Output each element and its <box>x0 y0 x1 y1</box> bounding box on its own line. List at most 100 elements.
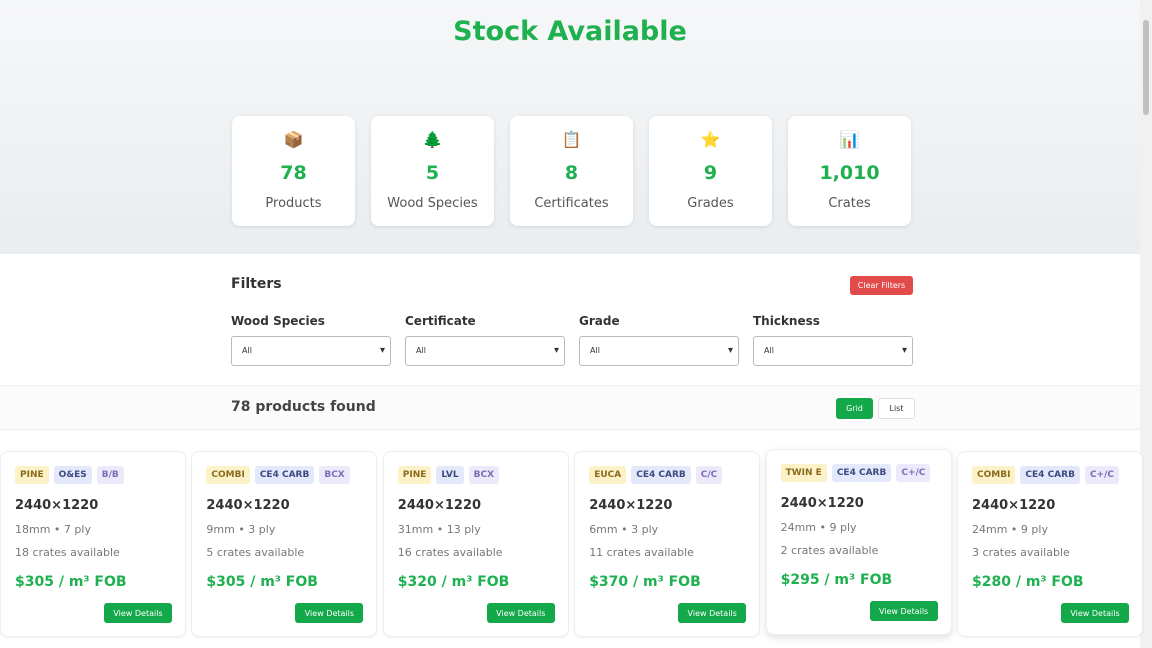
view-details-button[interactable]: View Details <box>486 603 555 623</box>
product-card[interactable]: COMBI CE4 CARB BCX 2440×1220 9mm • 3 ply 5 cr… <box>191 451 378 637</box>
product-crates: 11 crates available <box>589 546 694 559</box>
product-tag: CE4 CARB <box>831 464 892 482</box>
view-details-button[interactable]: View Details <box>869 601 938 621</box>
clear-filters-button[interactable]: Clear Filters <box>850 276 913 295</box>
stat-card: 🌲 5 Wood Species <box>371 116 494 226</box>
stat-card: 📋 8 Certificates <box>510 116 633 226</box>
filter-label: Wood Species <box>231 314 325 328</box>
product-tag: COMBI <box>206 466 250 484</box>
stat-icon: 🌲 <box>422 130 443 149</box>
product-card[interactable]: COMBI CE4 CARB C+/C 2440×1220 24mm • 9 ply 3 … <box>957 451 1143 637</box>
product-tag: COMBI <box>972 466 1016 484</box>
product-tag: BCX <box>468 466 500 484</box>
product-spec: 24mm • 9 ply <box>972 523 1048 536</box>
filter-label: Grade <box>579 314 620 328</box>
product-tag: C+/C <box>896 464 931 482</box>
page-title: Stock Available <box>453 16 687 47</box>
product-price: $320 / m³ FOB <box>397 574 510 590</box>
product-spec: 9mm • 3 ply <box>206 523 276 536</box>
product-size: 2440×1220 <box>15 498 99 513</box>
product-spec: 6mm • 3 ply <box>589 523 659 536</box>
stat-icon: ⭐ <box>700 130 721 149</box>
stat-value: 9 <box>703 162 718 184</box>
product-tag: O&ES <box>53 466 92 484</box>
hero: Stock Available 📦 78 Products 🌲 5 Wood Specie… <box>0 0 1140 254</box>
product-size: 2440×1220 <box>206 498 290 513</box>
product-tag: LVL <box>436 466 464 484</box>
product-crates: 2 crates available <box>780 544 879 557</box>
stat-value: 5 <box>425 162 440 184</box>
product-size: 2440×1220 <box>397 498 482 513</box>
tag-row: PINE LVL BCX <box>397 466 500 484</box>
product-tag: C/C <box>695 466 723 484</box>
view-toggle[interactable]: List <box>878 398 915 419</box>
product-tag: BCX <box>319 466 350 484</box>
stat-value: 78 <box>280 162 307 184</box>
product-tag: PINE <box>397 466 432 484</box>
product-card[interactable]: EUCA CE4 CARB C/C 2440×1220 6mm • 3 ply 11 cr… <box>574 451 761 637</box>
stat-label: Products <box>265 196 322 211</box>
product-crates: 18 crates available <box>15 546 120 559</box>
stat-value: 1,010 <box>819 162 880 184</box>
filters-panel: Filters Clear Filters Wood Species All Cer… <box>0 254 1140 386</box>
tag-row: TWIN E CE4 CARB C+/C <box>780 464 931 482</box>
stat-card: ⭐ 9 Grades <box>649 116 772 226</box>
product-card[interactable]: PINE LVL BCX 2440×1220 31mm • 13 ply 16 crate… <box>382 451 569 637</box>
product-size: 2440×1220 <box>589 498 673 513</box>
product-crates: 16 crates available <box>397 546 503 559</box>
stat-value: 8 <box>564 162 579 184</box>
filter-label: Certificate <box>405 314 476 328</box>
product-card[interactable]: PINE O&ES B/B 2440×1220 18mm • 7 ply 18 crate… <box>0 451 186 637</box>
scroll-thumb[interactable] <box>1143 20 1149 115</box>
results-bar: 78 products found Grid List <box>0 386 1140 430</box>
stat-label: Crates <box>828 196 871 211</box>
product-price: $370 / m³ FOB <box>589 574 701 590</box>
filter-label: Thickness <box>753 314 820 328</box>
product-tag: CE4 CARB <box>1020 466 1080 484</box>
product-spec: 31mm • 13 ply <box>397 523 481 536</box>
tag-row: COMBI CE4 CARB C+/C <box>972 466 1119 484</box>
stat-icon: 📋 <box>561 130 582 149</box>
product-spec: 24mm • 9 ply <box>780 521 857 534</box>
stat-label: Wood Species <box>387 196 478 211</box>
product-tag: EUCA <box>589 466 627 484</box>
filters-title: Filters <box>231 276 282 292</box>
view-toggle[interactable]: Grid <box>836 398 873 419</box>
view-details-button[interactable]: View Details <box>678 603 747 623</box>
product-card[interactable]: TWIN E CE4 CARB C+/C 2440×1220 24mm • 9 ply 2… <box>765 449 952 635</box>
product-crates: 5 crates available <box>206 546 305 559</box>
product-tag: CE4 CARB <box>631 466 691 484</box>
stat-label: Certificates <box>534 196 609 211</box>
filter-select[interactable]: All <box>231 336 391 366</box>
stat-icon: 📊 <box>839 130 860 149</box>
filter-select[interactable]: All <box>753 336 913 366</box>
product-price: $305 / m³ FOB <box>15 574 127 590</box>
stat-card: 📦 78 Products <box>232 116 355 226</box>
stat-icon: 📦 <box>283 130 304 149</box>
product-tag: TWIN E <box>780 464 827 482</box>
stat-label: Grades <box>687 196 734 211</box>
product-size: 2440×1220 <box>780 496 864 511</box>
filter-select[interactable]: All <box>579 336 739 366</box>
view-details-button[interactable]: View Details <box>295 603 364 623</box>
product-size: 2440×1220 <box>972 498 1056 513</box>
results-count: 78 products found <box>231 399 376 415</box>
filter-select[interactable]: All <box>405 336 565 366</box>
product-tag: B/B <box>96 466 124 484</box>
tag-row: EUCA CE4 CARB C/C <box>589 466 723 484</box>
view-details-button[interactable]: View Details <box>104 603 172 623</box>
product-tag: CE4 CARB <box>254 466 315 484</box>
product-crates: 3 crates available <box>972 546 1070 559</box>
scrollbar[interactable] <box>1140 0 1152 648</box>
product-price: $305 / m³ FOB <box>206 574 318 590</box>
stat-card: 📊 1,010 Crates <box>788 116 911 226</box>
product-price: $295 / m³ FOB <box>780 572 893 588</box>
product-tag: PINE <box>15 466 49 484</box>
product-spec: 18mm • 7 ply <box>15 523 91 536</box>
tag-row: PINE O&ES B/B <box>15 466 124 484</box>
product-price: $280 / m³ FOB <box>972 574 1084 590</box>
tag-row: COMBI CE4 CARB BCX <box>206 466 350 484</box>
view-details-button[interactable]: View Details <box>1061 603 1129 623</box>
product-tag: C+/C <box>1084 466 1119 484</box>
